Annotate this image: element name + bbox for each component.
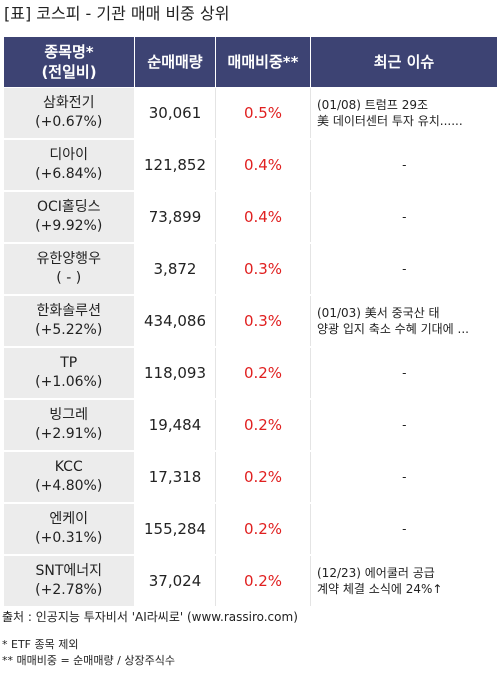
trade-ratio: 0.2% [215, 399, 311, 452]
stock-name-cell: 삼화전기 (+0.67%) [3, 87, 135, 140]
header-trade-ratio: 매매비중** [215, 36, 311, 88]
stock-name: 삼화전기 [42, 95, 95, 111]
stock-name: 빙그레 [49, 407, 89, 423]
recent-issue-line2: 양광 입지 축소 수혜 기대에 ... [317, 322, 469, 336]
footnote-ratio: ** 매매비중 = 순매매량 / 상장주식수 [2, 654, 175, 667]
recent-issue-line1: - [402, 470, 407, 484]
recent-issue-line1: - [402, 418, 407, 432]
recent-issue-line2: 美 데이터센터 투자 유치...... [317, 114, 463, 128]
recent-issue-line1: - [402, 158, 407, 172]
stock-change: (+5.22%) [35, 322, 103, 338]
recent-issue: - [310, 451, 498, 504]
stock-change: (+4.80%) [35, 478, 103, 494]
stock-name-cell: TP (+1.06%) [3, 347, 135, 400]
net-volume: 434,086 [134, 295, 216, 348]
stock-name-cell: KCC (+4.80%) [3, 451, 135, 504]
table-row: 엔케이 (+0.31%) 155,284 0.2% - [3, 503, 498, 556]
recent-issue: (01/08) 트럼프 29조 美 데이터센터 투자 유치...... [310, 87, 498, 140]
stock-name-cell: 한화솔루션 (+5.22%) [3, 295, 135, 348]
recent-issue: - [310, 191, 498, 244]
stock-name: 유한양행우 [36, 251, 101, 267]
stock-change: (+2.78%) [35, 582, 103, 598]
recent-issue: - [310, 139, 498, 192]
stock-change: (+1.06%) [35, 374, 103, 390]
recent-issue: - [310, 347, 498, 400]
table-row: KCC (+4.80%) 17,318 0.2% - [3, 451, 498, 504]
stock-name-cell: 디아이 (+6.84%) [3, 139, 135, 192]
header-net-volume: 순매매량 [134, 36, 216, 88]
stock-name: OCI홀딩스 [36, 199, 101, 215]
table-row: 유한양행우 ( - ) 3,872 0.3% - [3, 243, 498, 296]
institution-trading-table: 종목명* (전일비) 순매매량 매매비중** 최근 이슈 삼화전기 (+0.67%… [3, 36, 498, 608]
table-row: 빙그레 (+2.91%) 19,484 0.2% - [3, 399, 498, 452]
stock-change: ( - ) [56, 270, 82, 286]
table-header-row: 종목명* (전일비) 순매매량 매매비중** 최근 이슈 [3, 36, 498, 88]
recent-issue-line1: (01/03) 美서 중국산 태 [317, 306, 440, 320]
table-row: TP (+1.06%) 118,093 0.2% - [3, 347, 498, 400]
trade-ratio: 0.2% [215, 347, 311, 400]
header-stock-name: 종목명* (전일비) [3, 36, 135, 88]
page-title: [표] 코스피 - 기관 매매 비중 상위 [4, 4, 230, 23]
trade-ratio: 0.3% [215, 295, 311, 348]
table-row: OCI홀딩스 (+9.92%) 73,899 0.4% - [3, 191, 498, 244]
recent-issue-line1: (01/08) 트럼프 29조 [317, 98, 429, 112]
stock-name: 엔케이 [49, 511, 89, 527]
recent-issue-line1: (12/23) 에어쿨러 공급 [317, 566, 435, 580]
header-stock-name-line2: (전일비) [41, 63, 97, 81]
recent-issue-line1: - [402, 262, 407, 276]
table-row: 한화솔루션 (+5.22%) 434,086 0.3% (01/03) 美서 중국산 태… [3, 295, 498, 348]
net-volume: 17,318 [134, 451, 216, 504]
recent-issue-line1: - [402, 366, 407, 380]
recent-issue-line1: - [402, 522, 407, 536]
trade-ratio: 0.2% [215, 451, 311, 504]
stock-change: (+9.92%) [35, 218, 103, 234]
table-row: SNT에너지 (+2.78%) 37,024 0.2% (12/23) 에어쿨러 공급 계… [3, 555, 498, 608]
stock-name: TP [60, 355, 78, 371]
recent-issue: - [310, 503, 498, 556]
trade-ratio: 0.5% [215, 87, 311, 140]
recent-issue: - [310, 243, 498, 296]
stock-change: (+0.31%) [35, 530, 103, 546]
net-volume: 30,061 [134, 87, 216, 140]
header-recent-issue: 최근 이슈 [310, 36, 498, 88]
stock-name-cell: 엔케이 (+0.31%) [3, 503, 135, 556]
stock-name-cell: 빙그레 (+2.91%) [3, 399, 135, 452]
trade-ratio: 0.3% [215, 243, 311, 296]
stock-change: (+6.84%) [35, 166, 103, 182]
net-volume: 73,899 [134, 191, 216, 244]
stock-name-cell: 유한양행우 ( - ) [3, 243, 135, 296]
trade-ratio: 0.2% [215, 503, 311, 556]
stock-change: (+2.91%) [35, 426, 103, 442]
recent-issue-line2: 계약 체결 소식에 24%↑ [317, 582, 443, 596]
stock-name: 디아이 [49, 147, 89, 163]
net-volume: 3,872 [134, 243, 216, 296]
net-volume: 121,852 [134, 139, 216, 192]
trade-ratio: 0.4% [215, 191, 311, 244]
stock-name: 한화솔루션 [36, 303, 101, 319]
stock-name: SNT에너지 [35, 563, 103, 579]
net-volume: 19,484 [134, 399, 216, 452]
stock-name-cell: SNT에너지 (+2.78%) [3, 555, 135, 608]
net-volume: 155,284 [134, 503, 216, 556]
footnote-etf: * ETF 종목 제외 [2, 638, 79, 651]
table-row: 디아이 (+6.84%) 121,852 0.4% - [3, 139, 498, 192]
stock-change: (+0.67%) [35, 114, 103, 130]
trade-ratio: 0.2% [215, 555, 311, 608]
net-volume: 37,024 [134, 555, 216, 608]
recent-issue: - [310, 399, 498, 452]
header-stock-name-line1: 종목명* [44, 43, 94, 61]
trade-ratio: 0.4% [215, 139, 311, 192]
table-row: 삼화전기 (+0.67%) 30,061 0.5% (01/08) 트럼프 29조 美 데… [3, 87, 498, 140]
net-volume: 118,093 [134, 347, 216, 400]
stock-name-cell: OCI홀딩스 (+9.92%) [3, 191, 135, 244]
source-note: 출처 : 인공지능 투자비서 'AI라씨로' (www.rassiro.com) [2, 610, 298, 624]
stock-name: KCC [54, 459, 83, 475]
recent-issue-line1: - [402, 210, 407, 224]
